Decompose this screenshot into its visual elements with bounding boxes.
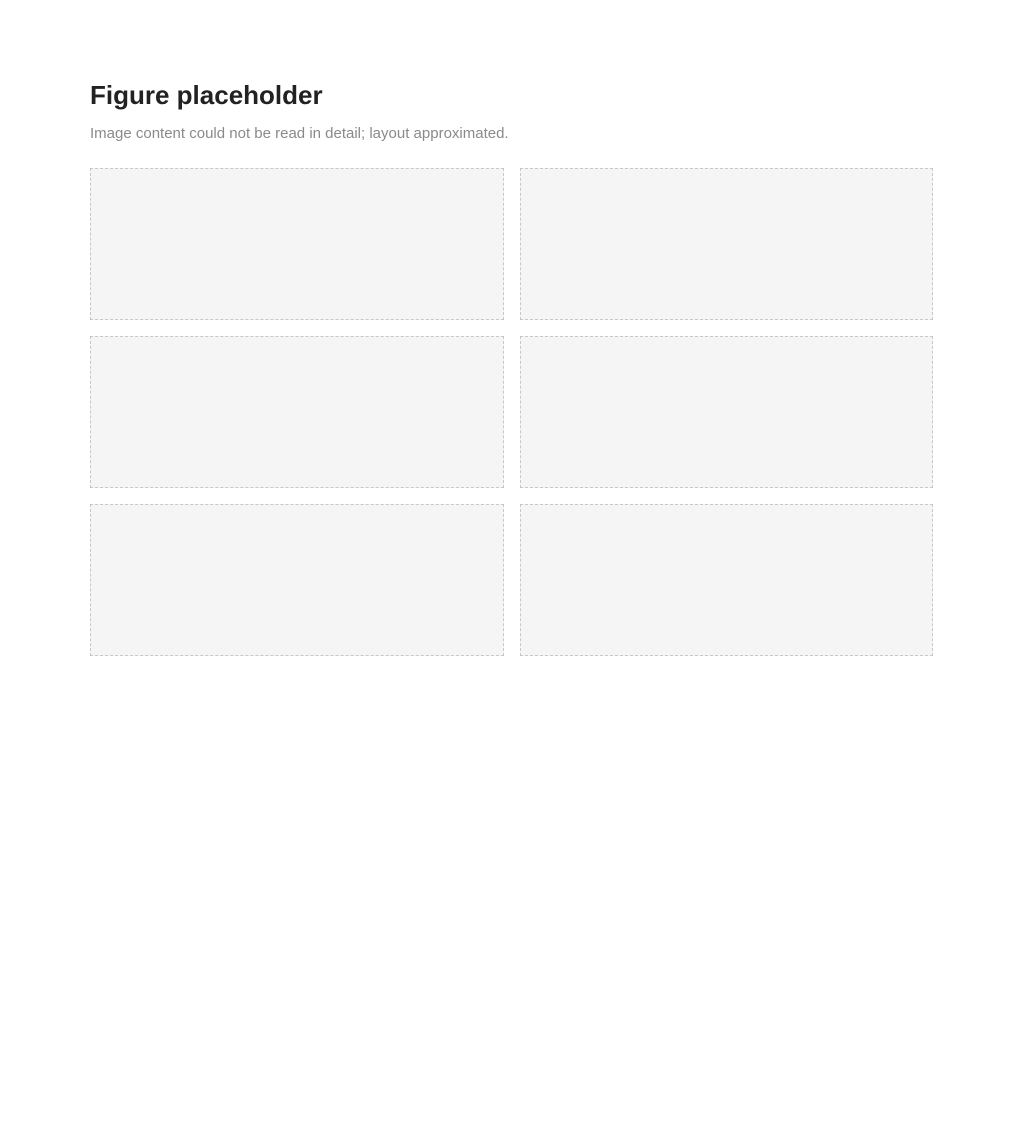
figure-row — [90, 335, 933, 488]
figure-panel — [519, 335, 933, 488]
figure-row — [90, 503, 933, 656]
figure-panel — [90, 167, 504, 320]
figure-row — [90, 167, 933, 320]
page-title: Figure placeholder — [90, 80, 323, 110]
figure-grid — [90, 167, 933, 656]
figure-panel — [90, 503, 504, 656]
figure-panel — [90, 335, 504, 488]
figure-panel — [519, 503, 933, 656]
figure-panel — [519, 167, 933, 320]
placeholder-note: Image content could not be read in detai… — [90, 125, 509, 142]
